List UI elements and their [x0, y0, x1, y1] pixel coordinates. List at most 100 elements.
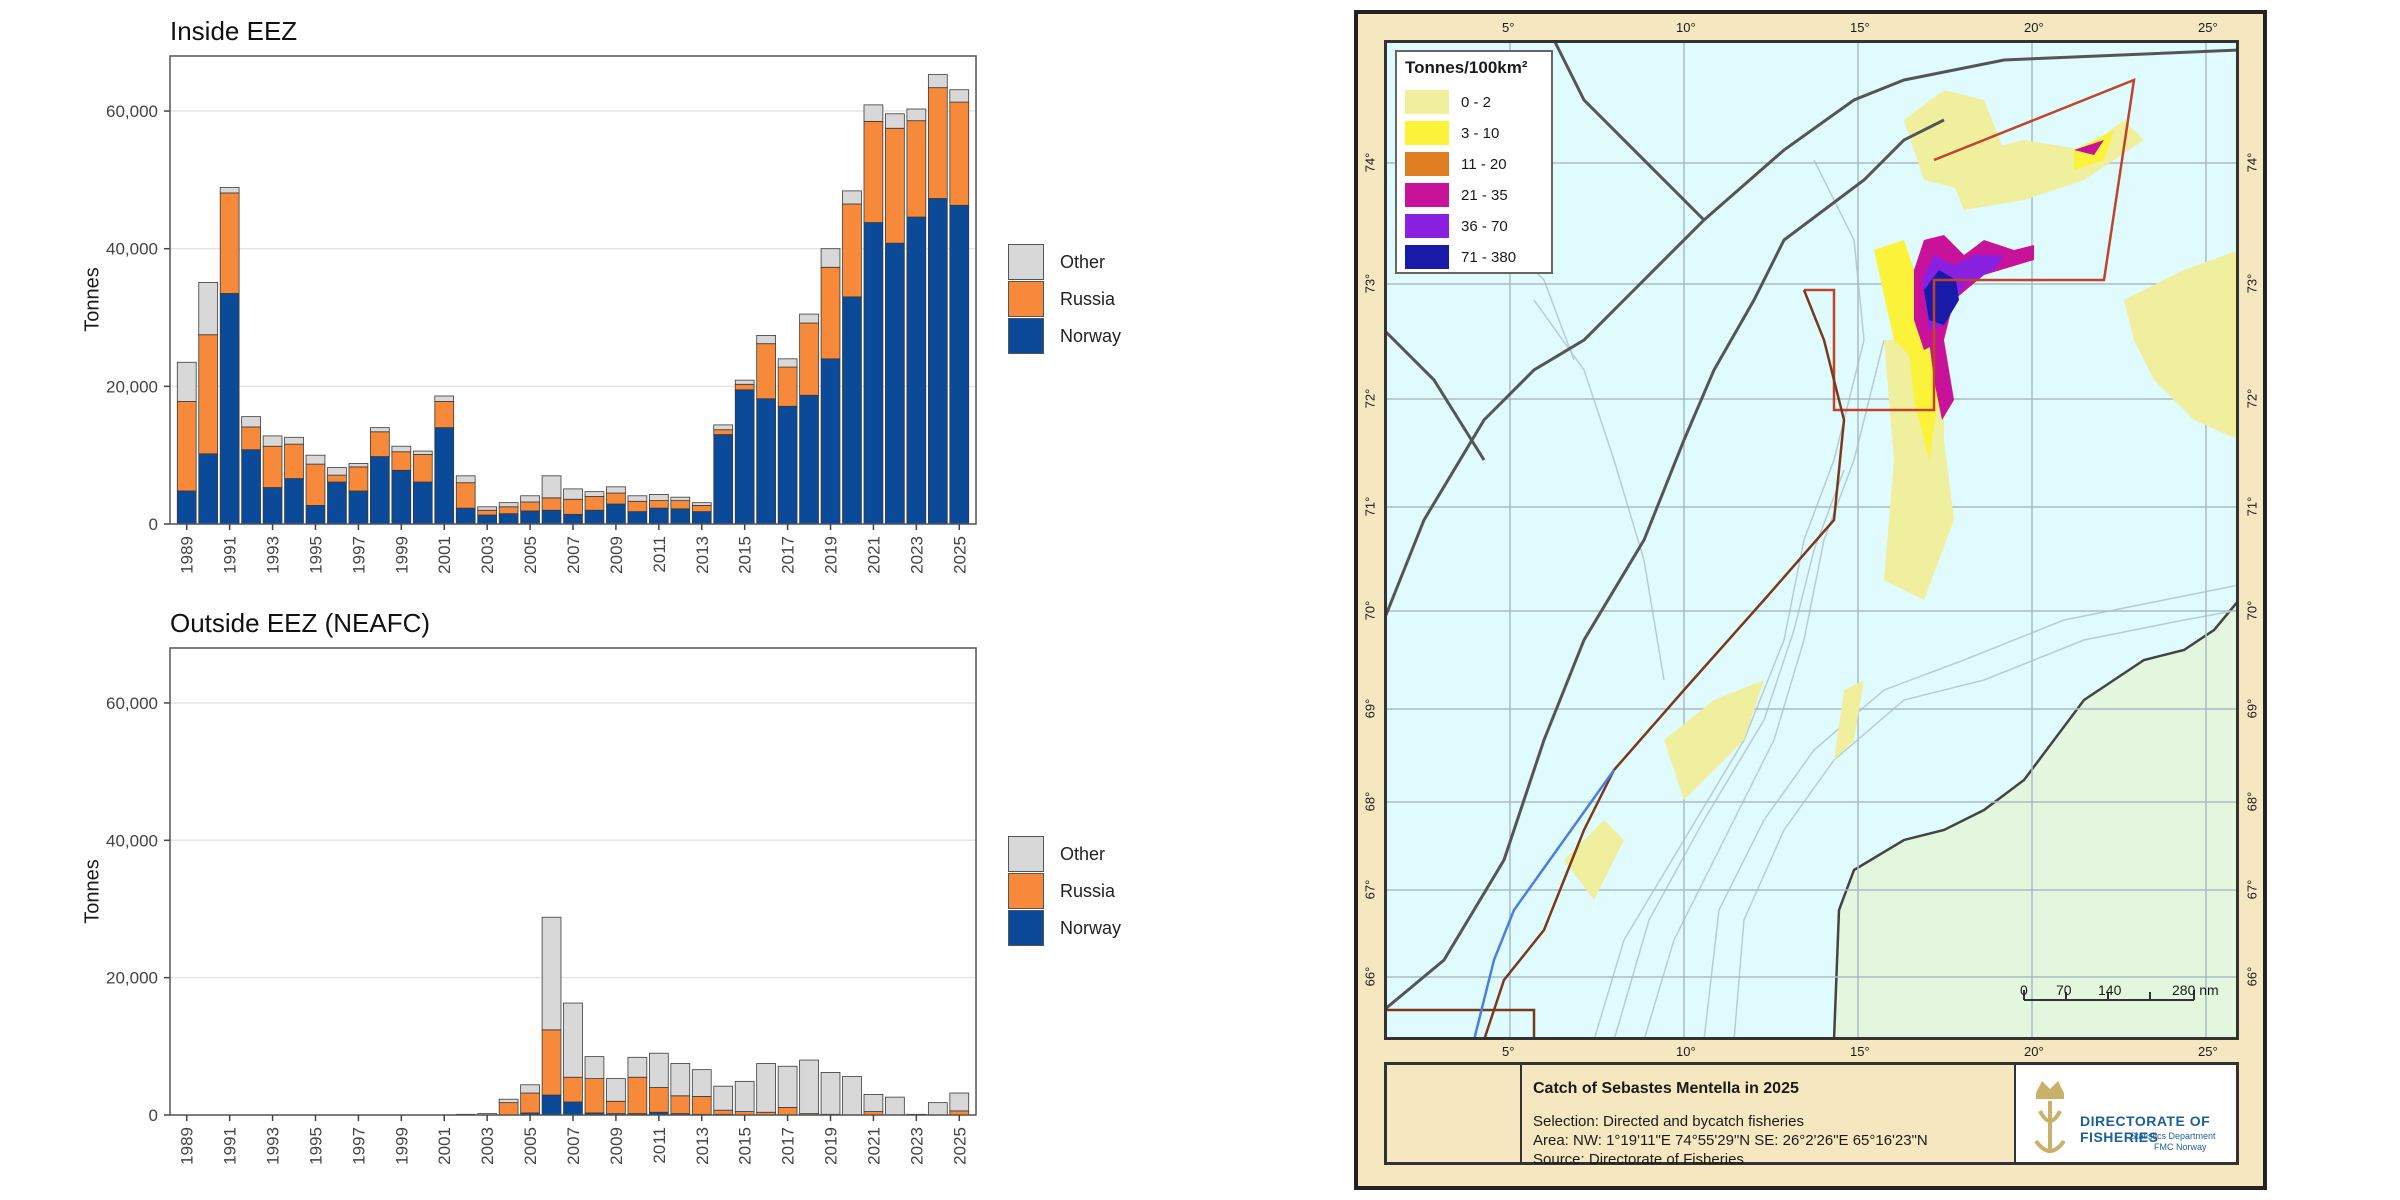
- map-legend-swatch-6: [1405, 245, 1449, 269]
- x-tick-label: 2015: [736, 1127, 755, 1165]
- lat-label-left: 72°: [1362, 388, 1378, 409]
- lat-label-left: 74°: [1362, 152, 1378, 173]
- bar-other-2024: [927, 74, 948, 89]
- y-tick-label: 40,000: [106, 831, 158, 850]
- x-tick-label: 1999: [392, 536, 411, 574]
- bar-other-2021: [863, 104, 884, 122]
- x-tick-label: 2011: [650, 1127, 669, 1164]
- bar-other-2000: [412, 450, 433, 455]
- bar-other-1995: [305, 454, 326, 465]
- y-tick-label: 40,000: [106, 240, 158, 259]
- bar-other-1996: [327, 467, 347, 476]
- map-legend-label-2: 3 - 10: [1461, 124, 1500, 142]
- bar-other-2002: [455, 475, 476, 484]
- lon-label-bottom: 5°: [1502, 1044, 1515, 1059]
- bar-other-2025: [949, 1092, 970, 1112]
- lat-label-left: 66°: [1362, 966, 1378, 987]
- map-legend-label-3: 11 - 20: [1461, 155, 1507, 173]
- chart-outside-eez: 0 20,000 40,000 60,000 1989 1991 1993 1995 1997 1…: [106, 647, 977, 1165]
- lat-label-left: 73°: [1362, 273, 1378, 294]
- logo-subtitle-2: FMC Norway: [2154, 1142, 2207, 1152]
- bar-other-2011: [648, 494, 669, 502]
- x-tick-label: 2001: [435, 1127, 454, 1165]
- legend-label-other: Other: [1060, 251, 1106, 272]
- map-legend-swatch-4: [1405, 183, 1449, 207]
- bar-other-2019: [820, 248, 841, 268]
- bar-other-2007: [563, 488, 583, 500]
- lon-label-top: 25°: [2198, 20, 2218, 35]
- y-tick-label: 20,000: [106, 969, 158, 988]
- svalbard-box-boundary: [1804, 78, 2136, 412]
- bar-other-2004: [498, 1098, 519, 1104]
- legend-swatch-other: [1008, 836, 1044, 872]
- bar-other-2004: [498, 502, 519, 508]
- legend-label-norway: Norway: [1060, 325, 1122, 346]
- legend-item-russia: Russia: [1008, 873, 1115, 909]
- bar-other-1992: [241, 416, 261, 428]
- lat-label-right: 73°: [2244, 273, 2260, 294]
- info-selection: Selection: Directed and bycatch fisherie…: [1533, 1113, 1804, 1130]
- bar-other-2013: [691, 1069, 712, 1097]
- info-title: Catch of Sebastes Mentella in 2025: [1533, 1080, 1799, 1097]
- bar-other-2014: [713, 1085, 734, 1111]
- bar-other-2013: [691, 502, 712, 506]
- scale-label-70: 70: [2056, 982, 2072, 998]
- x-tick-label: 2023: [907, 1127, 926, 1165]
- lat-label-right: 68°: [2244, 791, 2260, 812]
- bar-other-2020: [842, 1076, 862, 1116]
- legend-swatch-norway: [1008, 910, 1044, 946]
- y-tick-label: 0: [149, 515, 158, 534]
- map-legend-swatch-2: [1405, 121, 1449, 145]
- x-tick-label: 1995: [306, 536, 325, 574]
- x-tick-label: 2025: [950, 1127, 969, 1165]
- map-legend-swatch-1: [1405, 90, 1449, 114]
- bar-other-2016: [756, 1063, 776, 1113]
- chart-title-outside-eez: Outside EEZ (NEAFC): [170, 608, 431, 638]
- chart-inside-eez: 0 20,000 40,000 60,000 1989 1991 1993 1995 1997 1…: [106, 55, 977, 574]
- bar-other-2010: [627, 1056, 648, 1078]
- bar-other-1993: [262, 435, 283, 447]
- y-tick-label: 60,000: [106, 694, 158, 713]
- bar-other-2020: [842, 190, 862, 205]
- bar-other-1989: [176, 361, 197, 402]
- logo-title: DIRECTORATE OF FISHERIES: [2080, 1113, 2211, 1145]
- legend-swatch-other: [1008, 244, 1044, 280]
- bar-norway-2007: [563, 1101, 583, 1116]
- map-legend-label-5: 36 - 70: [1461, 217, 1508, 235]
- x-tick-label: 2019: [822, 1127, 841, 1165]
- bar-russia-2013: [691, 1096, 712, 1115]
- lat-label-left: 68°: [1362, 791, 1378, 812]
- bar-other-2012: [670, 1063, 691, 1097]
- legend-item-norway: Norway: [1008, 910, 1121, 946]
- map-legend-swatch-3: [1405, 152, 1449, 176]
- scale-bar: [2023, 990, 2195, 1001]
- bar-other-2021: [863, 1093, 884, 1112]
- bar-other-2014: [713, 424, 734, 431]
- directorate-logo: DIRECTORATE OF FISHERIES Statistics Depa…: [2014, 1065, 2236, 1162]
- bar-other-1997: [348, 463, 369, 468]
- map-legend-swatch-5: [1405, 214, 1449, 238]
- x-tick-label: 2005: [521, 536, 540, 574]
- lon-label-top: 10°: [1676, 20, 1696, 35]
- legend-swatch-russia: [1008, 873, 1044, 909]
- bar-other-1998: [370, 427, 390, 433]
- bar-other-2009: [606, 486, 626, 494]
- x-tick-label: 2015: [736, 536, 755, 574]
- x-tick-label: 1991: [221, 1127, 240, 1165]
- legend-label-russia: Russia: [1060, 880, 1116, 901]
- scale-label-140: 140: [2098, 982, 2122, 998]
- lat-label-left: 71°: [1362, 496, 1378, 517]
- x-tick-label: 2021: [864, 1127, 883, 1165]
- bar-other-1991: [219, 187, 240, 194]
- map-legend-item-3: 11 - 20: [1405, 152, 1507, 176]
- bar-other-2008: [584, 491, 605, 497]
- lat-label-left: 70°: [1362, 600, 1378, 621]
- bar-other-2018: [799, 1059, 819, 1115]
- map-info-box: Catch of Sebastes Mentella in 2025 Selec…: [1384, 1062, 2239, 1168]
- bar-other-2006: [541, 475, 562, 499]
- bar-other-2001: [434, 395, 455, 402]
- bar-other-2019: [820, 1072, 841, 1115]
- map-legend-label-4: 21 - 35: [1461, 186, 1508, 204]
- bar-russia-2011: [648, 1087, 669, 1113]
- x-tick-label: 1997: [349, 1127, 368, 1165]
